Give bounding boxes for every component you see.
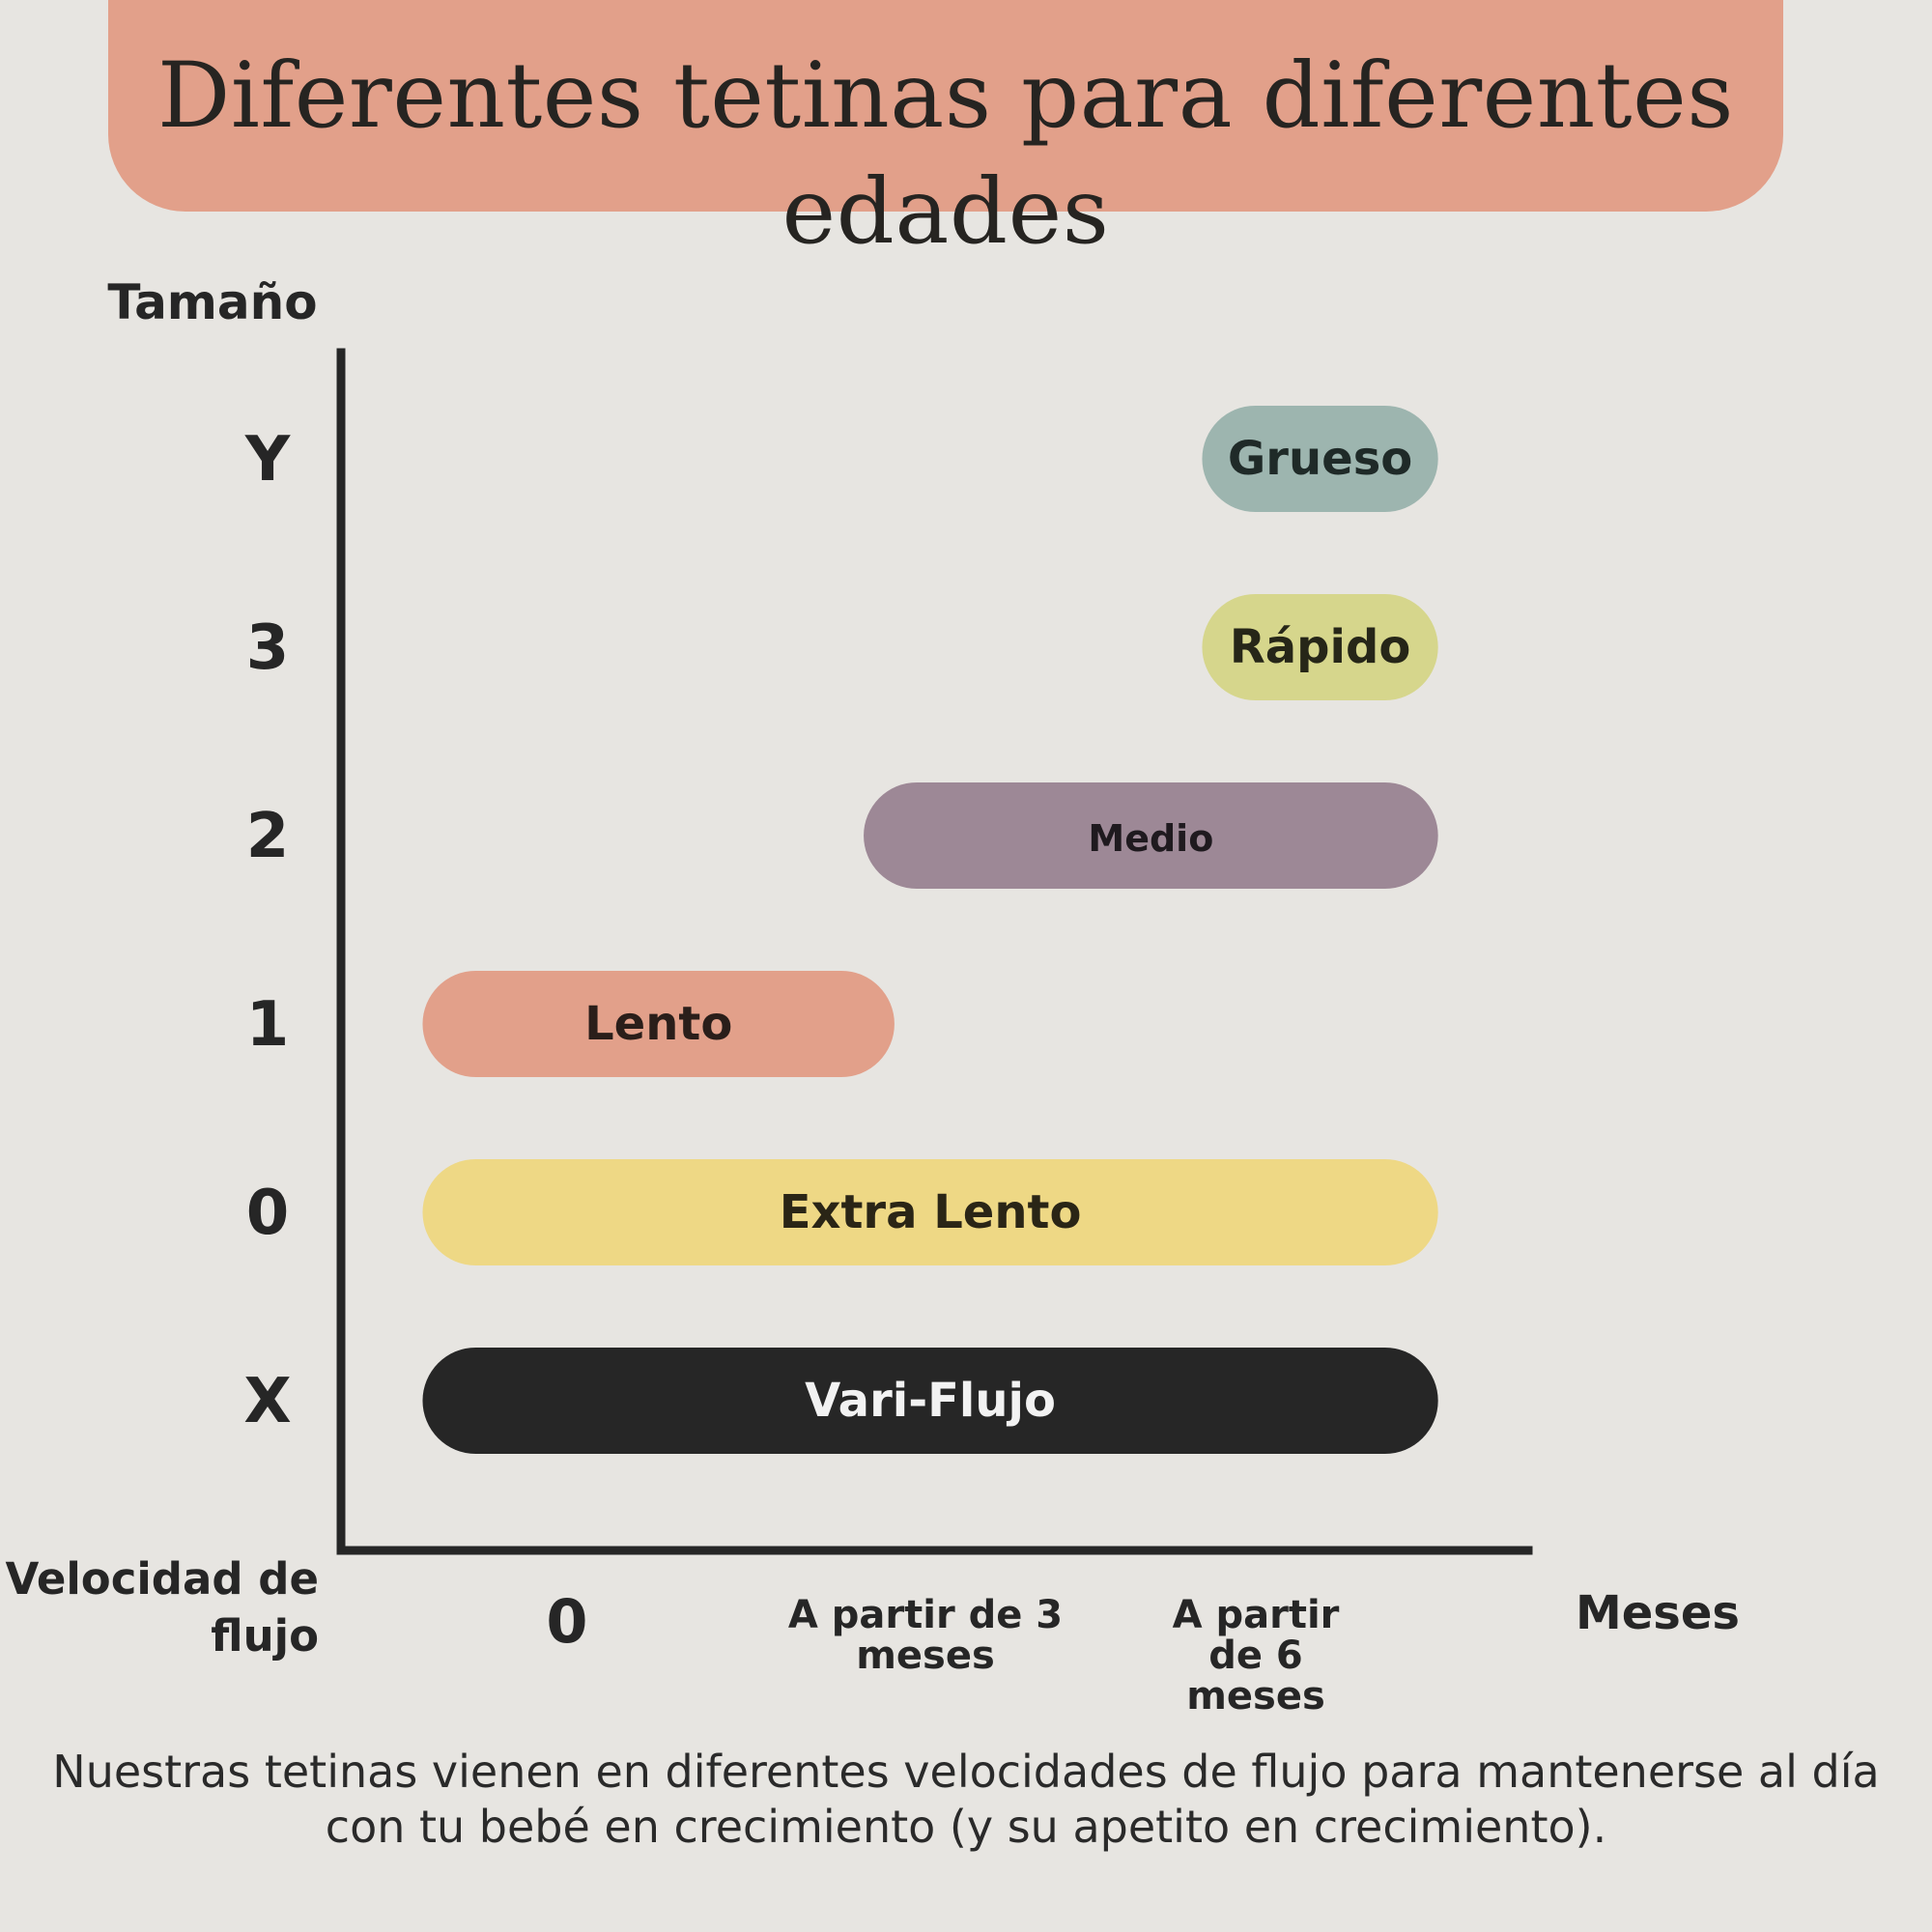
x-axis-title-right: Meses (1576, 1586, 1740, 1640)
y-tick-label: 0 (246, 1178, 290, 1249)
x-tick-label: A partir de 6 meses (1173, 1593, 1340, 1719)
bar-label: Lento (584, 997, 732, 1051)
bar-r-pido (1202, 594, 1438, 700)
title-banner (108, 0, 1783, 212)
bar-medio (864, 782, 1438, 889)
x-tick-label: A partir de 3 meses (788, 1593, 1063, 1678)
y-tick-label: Y (244, 424, 291, 496)
y-axis-title: Tamaño (107, 274, 317, 330)
bar-lento (422, 971, 895, 1077)
x-axis-title-left: Velocidad de flujo (5, 1553, 319, 1662)
bar-vari-flujo (422, 1348, 1438, 1454)
y-tick-label: X (243, 1366, 291, 1437)
bar-label: Vari-Flujo (805, 1374, 1056, 1428)
footnote: Nuestras tetinas vienen en diferentes ve… (52, 1746, 1880, 1853)
bar-label: Grueso (1228, 432, 1412, 486)
page-title: Diferentes tetinas para diferentes edade… (157, 43, 1734, 265)
y-tick-label: 2 (246, 801, 290, 872)
bar-label: Extra Lento (780, 1185, 1082, 1239)
y-tick-label: 3 (246, 612, 290, 684)
bar-extra-lento (422, 1159, 1438, 1265)
bar-label: Medio (1088, 817, 1213, 860)
bar-label: Rápido (1230, 620, 1411, 674)
bar-grueso (1202, 406, 1438, 512)
y-tick-label: 1 (246, 989, 290, 1061)
x-tick-label: 0 (546, 1586, 587, 1657)
